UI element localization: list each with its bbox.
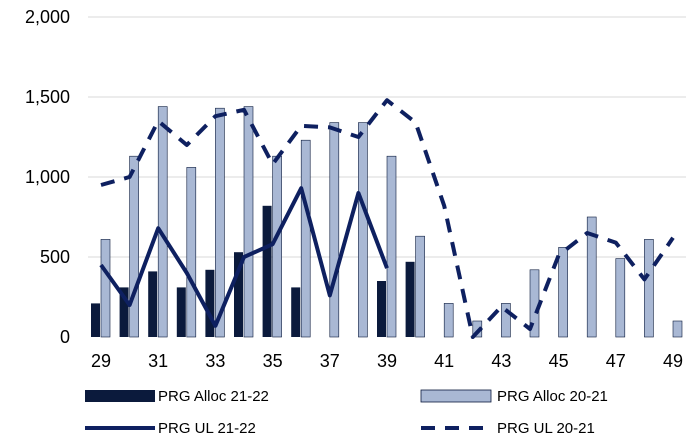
bar-alloc-20-21: [100, 239, 111, 338]
y-tick-label: 1,500: [25, 87, 70, 107]
bar-alloc-20-21: [644, 239, 654, 338]
bar-alloc-20-21: [300, 139, 311, 338]
bar-alloc-20-21: [558, 247, 568, 338]
bar-alloc-20-21: [586, 216, 597, 338]
line-ul-21-22: [99, 186, 389, 328]
bar-alloc-21-22: [205, 269, 215, 337]
x-axis-tick-labels: 29 31 33 35 37 39 41 43 45 47 49: [91, 351, 683, 371]
x-tick-label: 31: [148, 351, 168, 371]
bar-alloc-20-21: [615, 258, 626, 338]
y-tick-label: 1,000: [25, 167, 70, 187]
x-tick-label: 33: [205, 351, 225, 371]
y-tick-label: 500: [40, 247, 70, 267]
bar-alloc-20-21: [243, 106, 254, 338]
x-tick-label: 37: [320, 351, 340, 371]
y-tick-label: 0: [60, 327, 70, 347]
bar-alloc-20-21: [386, 155, 397, 338]
legend-swatch: [85, 390, 155, 402]
legend-label: PRG Alloc 20-21: [497, 388, 608, 405]
lines: [99, 98, 675, 339]
line-ul-20-21: [100, 98, 675, 339]
bar-alloc-21-22: [405, 261, 415, 337]
x-tick-label: 45: [549, 351, 569, 371]
x-tick-label: 49: [663, 351, 683, 371]
bar-alloc-21-22: [148, 271, 158, 337]
y-axis-tick-labels: 0 500 1,000 1,500 2,000: [25, 7, 70, 347]
bar-alloc-20-21: [157, 106, 168, 338]
bar-alloc-20-21: [501, 303, 511, 338]
legend: PRG Alloc 21-22 PRG Alloc 20-21 PRG UL 21-…: [85, 388, 608, 437]
bar-alloc-21-22: [91, 303, 100, 337]
bar-alloc-20-21: [358, 122, 368, 338]
bar-alloc-21-22: [176, 287, 186, 337]
bar-alloc-20-21: [186, 167, 197, 338]
x-tick-label: 47: [606, 351, 626, 371]
bar-alloc-21-22: [119, 287, 129, 337]
bar-alloc-21-22: [234, 252, 243, 337]
bar-alloc-21-22: [291, 287, 301, 337]
legend-label: PRG UL 20-21: [497, 420, 595, 437]
bar-alloc-20-21: [415, 235, 425, 338]
x-tick-label: 35: [263, 351, 283, 371]
legend-label: PRG Alloc 21-22: [158, 388, 269, 405]
legend-swatch: [420, 389, 492, 403]
x-tick-label: 29: [91, 351, 111, 371]
x-tick-label: 41: [434, 351, 454, 371]
bar-alloc-20-21: [215, 107, 225, 338]
bar-alloc-21-22: [377, 281, 386, 337]
legend-label: PRG UL 21-22: [158, 420, 256, 437]
bar-alloc-20-21: [329, 122, 340, 338]
y-tick-label: 2,000: [25, 7, 70, 27]
bar-alloc-20-21: [272, 155, 282, 338]
bar-alloc-20-21: [129, 155, 139, 338]
x-tick-label: 43: [491, 351, 511, 371]
bars: [91, 106, 683, 338]
bar-alloc-21-22: [262, 205, 272, 337]
bar-alloc-20-21: [443, 303, 454, 338]
bar-alloc-20-21: [672, 320, 683, 338]
x-tick-label: 39: [377, 351, 397, 371]
